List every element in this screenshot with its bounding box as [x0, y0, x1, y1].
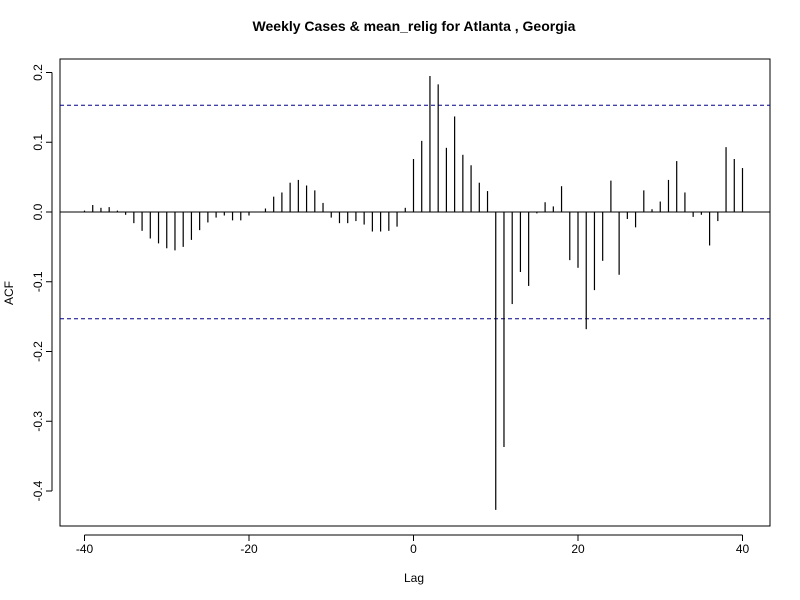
y-tick-label: 0.2: [31, 64, 45, 81]
plot-area: -40 -20 0 20 40 -0.4 -0.3 -0.2 -0.1 0.0 0.1 0.2: [31, 58, 771, 556]
y-tick-label: -0.2: [31, 341, 45, 362]
x-tick-label: -20: [240, 542, 258, 556]
y-tick-label: 0.0: [31, 203, 45, 220]
y-axis-label: ACF: [2, 281, 16, 305]
x-tick-label: 0: [410, 542, 417, 556]
x-tick-label: -40: [76, 542, 94, 556]
x-tick-label: 20: [571, 542, 585, 556]
x-axis-label: Lag: [404, 571, 424, 585]
y-tick-label: -0.4: [31, 480, 45, 501]
x-tick-label: 40: [736, 542, 750, 556]
chart-title: Weekly Cases & mean_relig for Atlanta , …: [253, 18, 576, 34]
y-tick-label: -0.1: [31, 271, 45, 292]
plot-frame: [59, 58, 771, 527]
y-tick-label: 0.1: [31, 134, 45, 151]
y-tick-label: -0.3: [31, 411, 45, 432]
